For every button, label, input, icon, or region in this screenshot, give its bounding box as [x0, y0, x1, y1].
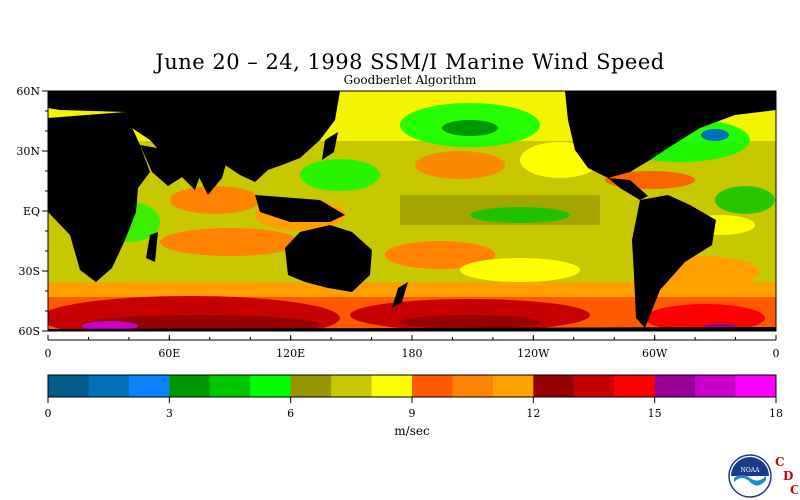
- wind-speed-figure: 60N 30N EQ 30S 60S 0 60E 120E 180 120W 60W 0 0 3 6 9 1…: [16, 85, 783, 438]
- madagascar-land: [146, 232, 158, 262]
- antarctica-land: [48, 327, 776, 331]
- colorbar-swatch: [735, 375, 777, 397]
- colorbar-swatch: [250, 375, 292, 397]
- colorbar-swatch: [88, 375, 130, 397]
- colorbar-tick-label: 15: [648, 407, 662, 420]
- noaa-emblem-text: NOAA: [741, 467, 761, 474]
- indonesia-land: [255, 195, 345, 222]
- colorbar-tick-label: 9: [409, 407, 416, 420]
- colorbar-swatch: [48, 375, 89, 397]
- lat-label: 30N: [16, 145, 40, 158]
- colorbar-swatch: [169, 375, 211, 397]
- map-title: June 20 – 24, 1998 SSM/I Marine Wind Spe…: [155, 50, 665, 74]
- lon-label: 180: [402, 347, 423, 360]
- colorbar-tick-label: 0: [45, 407, 52, 420]
- colorbar-tick-label: 6: [287, 407, 294, 420]
- colorbar-swatch: [695, 375, 737, 397]
- north-america-land: [565, 91, 776, 178]
- lon-label: 60E: [158, 347, 180, 360]
- japan-land: [322, 132, 338, 160]
- colorbar-unit-label: m/sec: [394, 424, 430, 438]
- colorbar-swatch: [331, 375, 373, 397]
- cdc-letter-d: D: [783, 469, 793, 483]
- lon-label: 120E: [276, 347, 305, 360]
- latitude-axis: 60N 30N EQ 30S 60S: [16, 85, 48, 338]
- arabia-land: [140, 145, 190, 186]
- lon-label: 120W: [517, 347, 550, 360]
- central-america-land: [608, 178, 648, 200]
- colorbar-swatch: [654, 375, 696, 397]
- africa-land: [48, 112, 150, 282]
- lat-label: 60N: [16, 85, 40, 98]
- colorbar-swatch: [533, 375, 575, 397]
- eurasia-land: [48, 91, 340, 190]
- cdc-letter-c2: C: [790, 483, 798, 497]
- noaa-cdc-logo: NOAA C D C: [728, 454, 798, 498]
- south-america-land: [632, 195, 716, 328]
- land-masses: [48, 91, 776, 331]
- colorbar-swatch: [209, 375, 251, 397]
- colorbar-swatch: [412, 375, 453, 397]
- colorbar-swatch: [128, 375, 170, 397]
- lat-label: EQ: [23, 205, 40, 218]
- cdc-letter-c1: C: [775, 455, 785, 469]
- longitude-axis: 0 60E 120E 180 120W 60W 0: [45, 335, 780, 360]
- colorbar-swatch: [492, 375, 534, 397]
- lat-label: 60S: [18, 325, 40, 338]
- lon-label: 0: [773, 347, 780, 360]
- colorbar: 0 3 6 9 12 15 18: [45, 374, 783, 420]
- lat-label: 30S: [18, 265, 40, 278]
- colorbar-swatch: [290, 375, 332, 397]
- lon-label: 60W: [642, 347, 668, 360]
- lon-label: 0: [45, 347, 52, 360]
- colorbar-tick-label: 3: [166, 407, 173, 420]
- colorbar-swatch: [452, 375, 494, 397]
- colorbar-swatch: [371, 375, 413, 397]
- colorbar-tick-label: 12: [526, 407, 540, 420]
- australia-land: [285, 225, 372, 292]
- new-zealand-land: [392, 282, 408, 308]
- india-land: [190, 150, 230, 195]
- map-subtitle: Goodberlet Algorithm: [343, 73, 477, 87]
- colorbar-tick-label: 18: [769, 407, 783, 420]
- colorbar-swatch: [573, 375, 615, 397]
- colorbar-swatch: [614, 375, 656, 397]
